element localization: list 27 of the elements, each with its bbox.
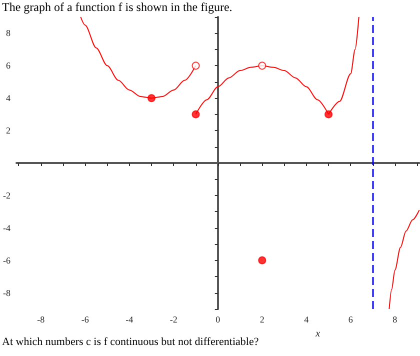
x-tick-label: 4 — [304, 314, 310, 324]
x-tick-label: 2 — [260, 314, 264, 324]
y-tick-label: 2 — [6, 126, 10, 136]
y-tick-label: -4 — [2, 222, 11, 233]
x-tick-label: -2 — [170, 314, 178, 324]
x-axis-title: x — [314, 328, 321, 340]
x-tick-label: 8 — [392, 314, 398, 324]
point — [148, 94, 156, 102]
y-tick-label: -8 — [2, 288, 11, 298]
y-tick-label: 6 — [6, 60, 11, 71]
text: At which numbers c is f continuous but not differentiable? — [2, 336, 259, 348]
x-tick-label: 0 — [216, 314, 221, 324]
point — [324, 110, 333, 118]
x-tick-label: 6 — [348, 314, 354, 324]
y-tick-label: -2 — [2, 190, 10, 200]
point — [192, 62, 200, 70]
point — [258, 256, 266, 264]
point — [192, 110, 200, 118]
y-tick-label: 4 — [6, 93, 11, 104]
x-tick-label: -6 — [81, 314, 90, 324]
chart-title: The graph of a function f is shown in the figure. — [2, 0, 232, 15]
x-tick-label: -4 — [126, 314, 134, 324]
point — [258, 62, 266, 70]
y-tick-label: 8 — [6, 28, 11, 38]
line-series — [388, 210, 420, 310]
y-tick-label: -6 — [2, 255, 11, 266]
x-tick-label: -8 — [37, 314, 46, 324]
